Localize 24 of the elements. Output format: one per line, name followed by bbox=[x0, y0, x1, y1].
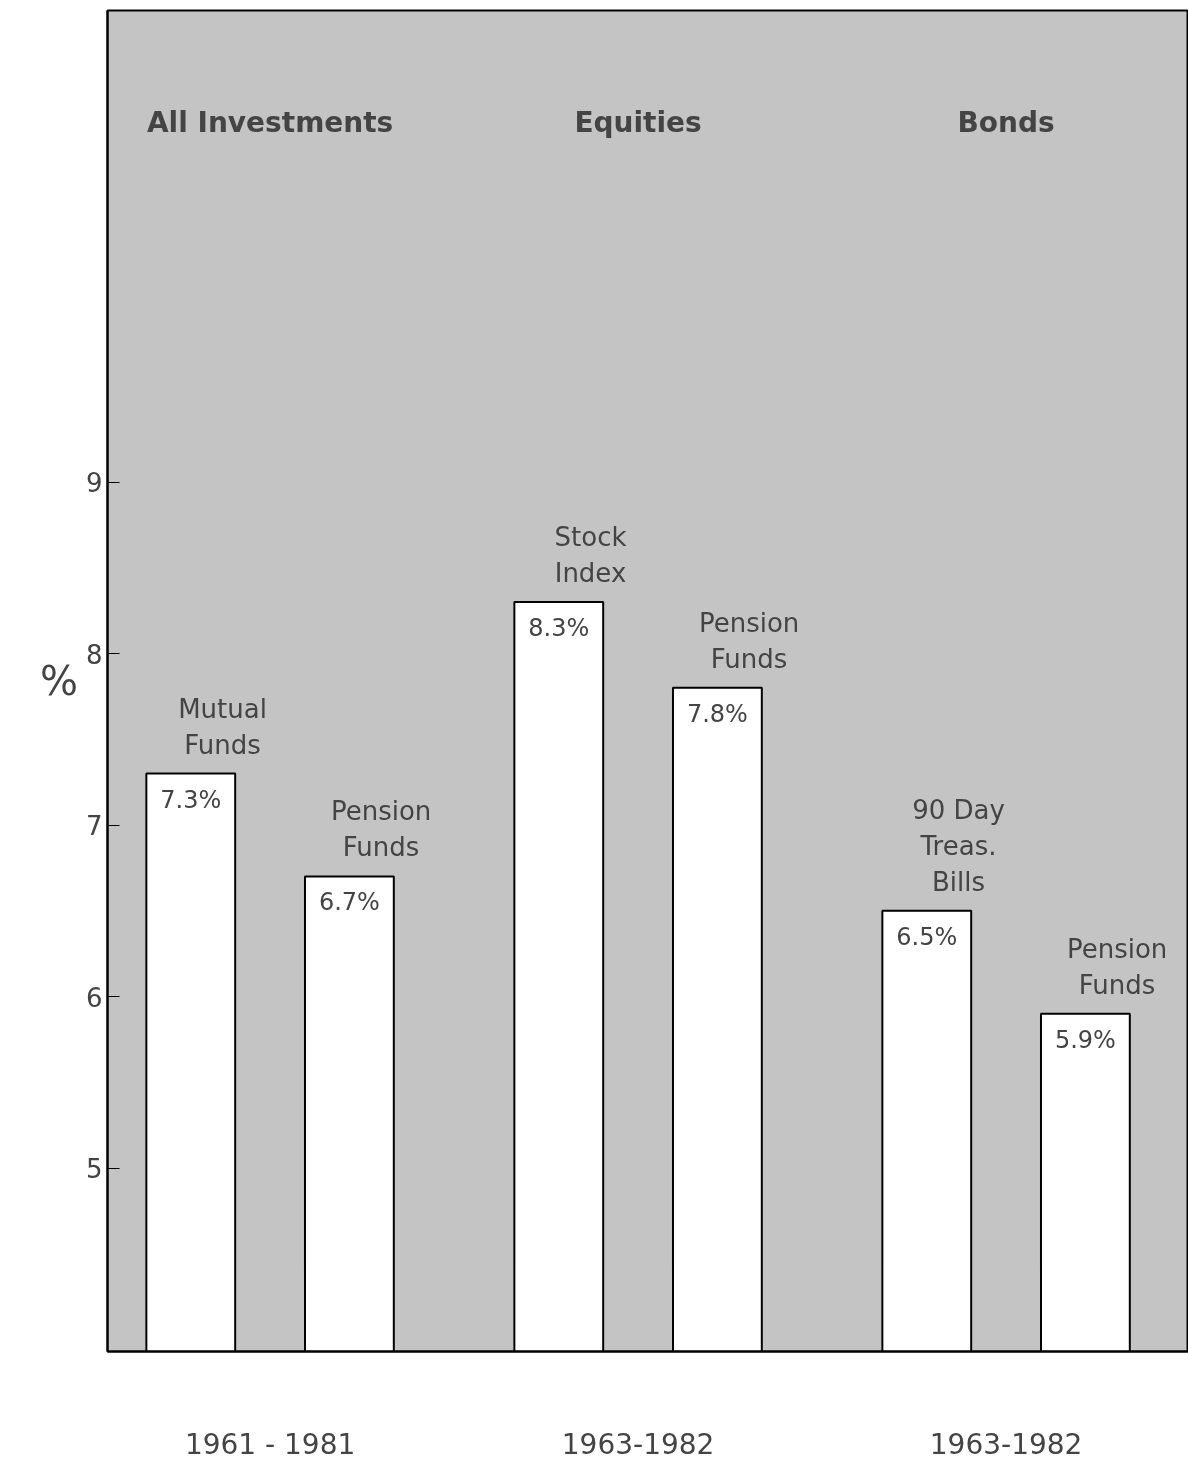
y-tick-label: 7 bbox=[85, 811, 103, 842]
y-tick-label: 9 bbox=[85, 468, 103, 499]
annotation: All Investments bbox=[146, 106, 394, 140]
x-tick-label: 90 Day Treas. Bills bbox=[912, 794, 1005, 897]
text: 1961 - 1981 bbox=[184, 1427, 356, 1461]
data-label: 7.3% bbox=[160, 785, 222, 814]
x-tick-label: Stock Index bbox=[554, 522, 627, 589]
data-label: 7.8% bbox=[686, 699, 748, 728]
data-label: 6.7% bbox=[318, 888, 380, 917]
x-tick-label: Mutual Funds bbox=[178, 693, 267, 760]
x-tick-label: Pension Funds bbox=[330, 796, 432, 863]
y-tick-label: 5 bbox=[85, 1154, 103, 1185]
data-label: 6.5% bbox=[896, 922, 958, 951]
data-label: 8.3% bbox=[528, 614, 590, 643]
annotation: Bonds bbox=[957, 106, 1055, 140]
x-tick-label: Pension Funds bbox=[1066, 933, 1168, 1000]
y-tick-label: 6 bbox=[85, 982, 103, 1013]
y-axis-title: % bbox=[39, 658, 78, 704]
text: 1963-1982 bbox=[561, 1427, 715, 1461]
text: 1963-1982 bbox=[929, 1427, 1083, 1461]
x-tick-label: Pension Funds bbox=[698, 607, 800, 674]
y-tick-label: 8 bbox=[85, 639, 103, 670]
annotation: Equities bbox=[574, 106, 702, 140]
data-label: 5.9% bbox=[1054, 1025, 1116, 1054]
